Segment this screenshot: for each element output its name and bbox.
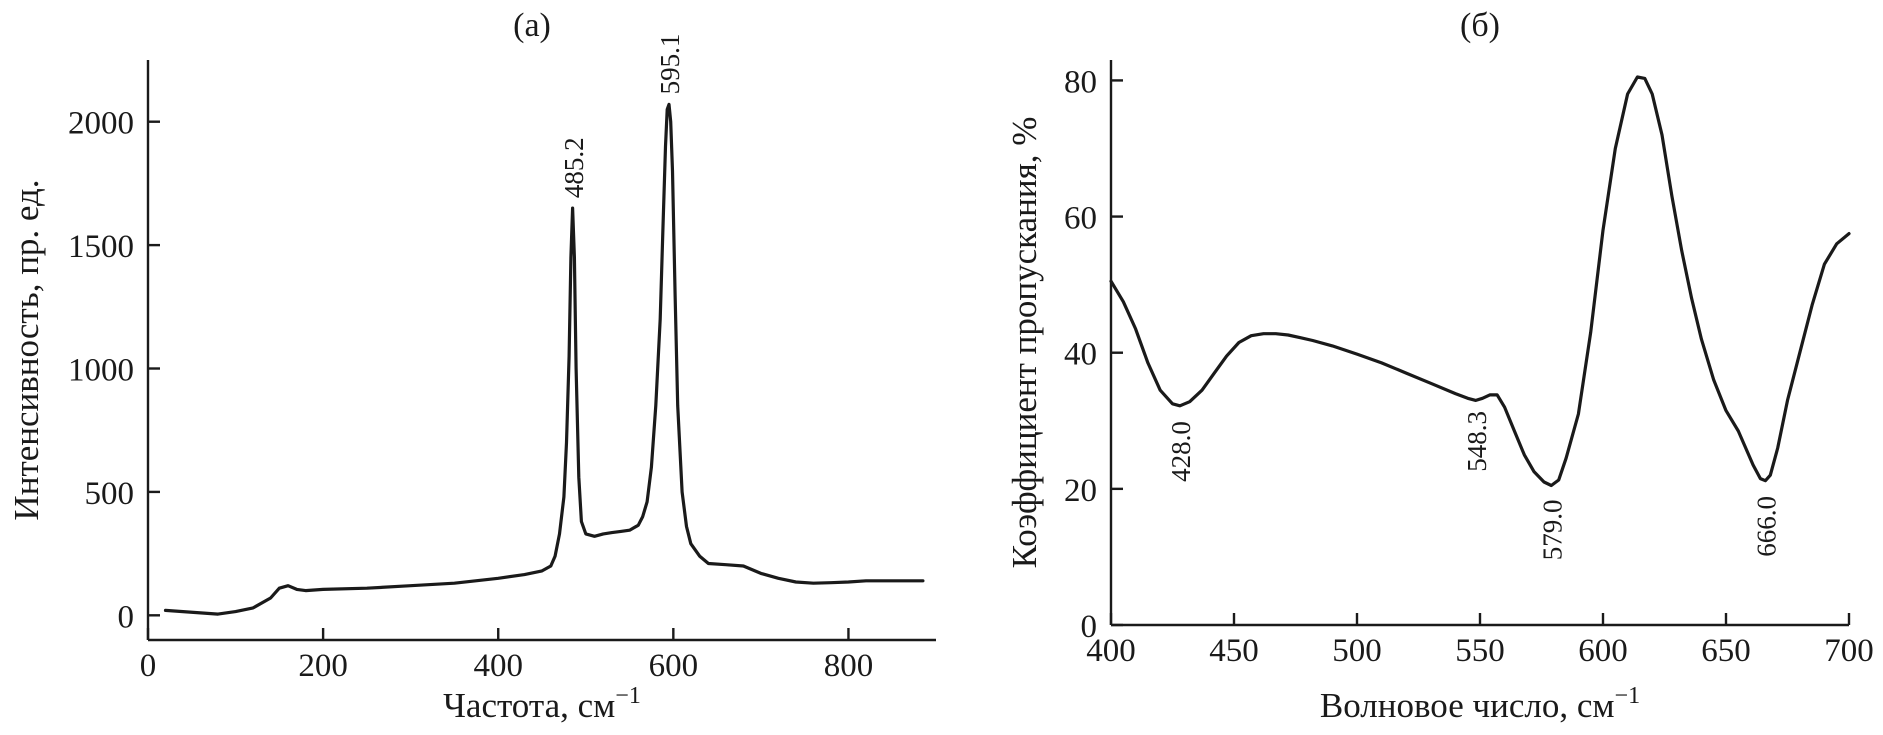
y-axis-label-a: Интенсивность, пр. ед. xyxy=(7,179,46,520)
y-tick-label-b: 60 xyxy=(1064,201,1097,237)
x-tick-label-b: 550 xyxy=(1455,633,1505,669)
x-tick-label-a: 800 xyxy=(824,648,874,684)
y-axis-label-b: Коэффициент пропускания, % xyxy=(1005,117,1044,569)
x-tick-label-b: 600 xyxy=(1578,633,1628,669)
x-axis-label-sup-b: −1 xyxy=(1615,683,1641,709)
x-axis-label-b: Волновое число, см−1 xyxy=(1320,683,1640,725)
peak-annotation-a: 485.2 xyxy=(559,137,589,198)
series-line-b xyxy=(1109,75,1851,488)
chart-panel-b: (б) 400 450 500 550 600 650 700 0 20 40 60 80 Волново… xyxy=(1005,7,1874,725)
x-tick-label-b: 700 xyxy=(1824,633,1874,669)
peak-annotation-b: 548.3 xyxy=(1462,411,1492,472)
x-tick-label-b: 400 xyxy=(1086,633,1136,669)
panel-title-b: (б) xyxy=(1460,7,1500,44)
y-tick-label-b: 80 xyxy=(1064,64,1097,100)
x-tick-label-b: 650 xyxy=(1701,633,1751,669)
x-tick-label-a: 200 xyxy=(298,648,348,684)
y-tick-label-a: 1500 xyxy=(68,229,134,265)
y-tick-label-a: 0 xyxy=(118,599,135,635)
x-axis-label-text-a: Частота, см xyxy=(443,686,615,725)
x-tick-label-a: 600 xyxy=(649,648,699,684)
peak-annotation-b: 428.0 xyxy=(1166,421,1196,482)
y-tick-label-b: 40 xyxy=(1064,337,1097,373)
panel-title-a: (a) xyxy=(513,7,551,44)
y-tick-label-a: 1000 xyxy=(68,353,134,389)
chart-panel-a: (a) 0 200 400 600 800 0 500 1000 1500 2000 Частота,… xyxy=(7,7,936,725)
series-line-a xyxy=(163,102,925,616)
x-axis-label-text-b: Волновое число, см xyxy=(1320,686,1615,725)
peak-annotation-a: 595.1 xyxy=(655,34,685,95)
x-tick-label-b: 500 xyxy=(1332,633,1382,669)
x-axis-label-a: Частота, см−1 xyxy=(443,683,641,725)
x-axis-label-sup-a: −1 xyxy=(615,683,641,709)
peak-annotation-b: 579.0 xyxy=(1537,499,1567,560)
y-tick-label-b: 20 xyxy=(1064,473,1097,509)
peak-annotation-b: 666.0 xyxy=(1751,496,1781,557)
y-tick-label-a: 2000 xyxy=(68,106,134,142)
x-tick-label-b: 450 xyxy=(1209,633,1259,669)
x-tick-label-a: 0 xyxy=(140,648,157,684)
y-tick-label-b: 0 xyxy=(1081,609,1098,645)
y-tick-label-a: 500 xyxy=(85,476,135,512)
x-tick-label-a: 400 xyxy=(473,648,523,684)
